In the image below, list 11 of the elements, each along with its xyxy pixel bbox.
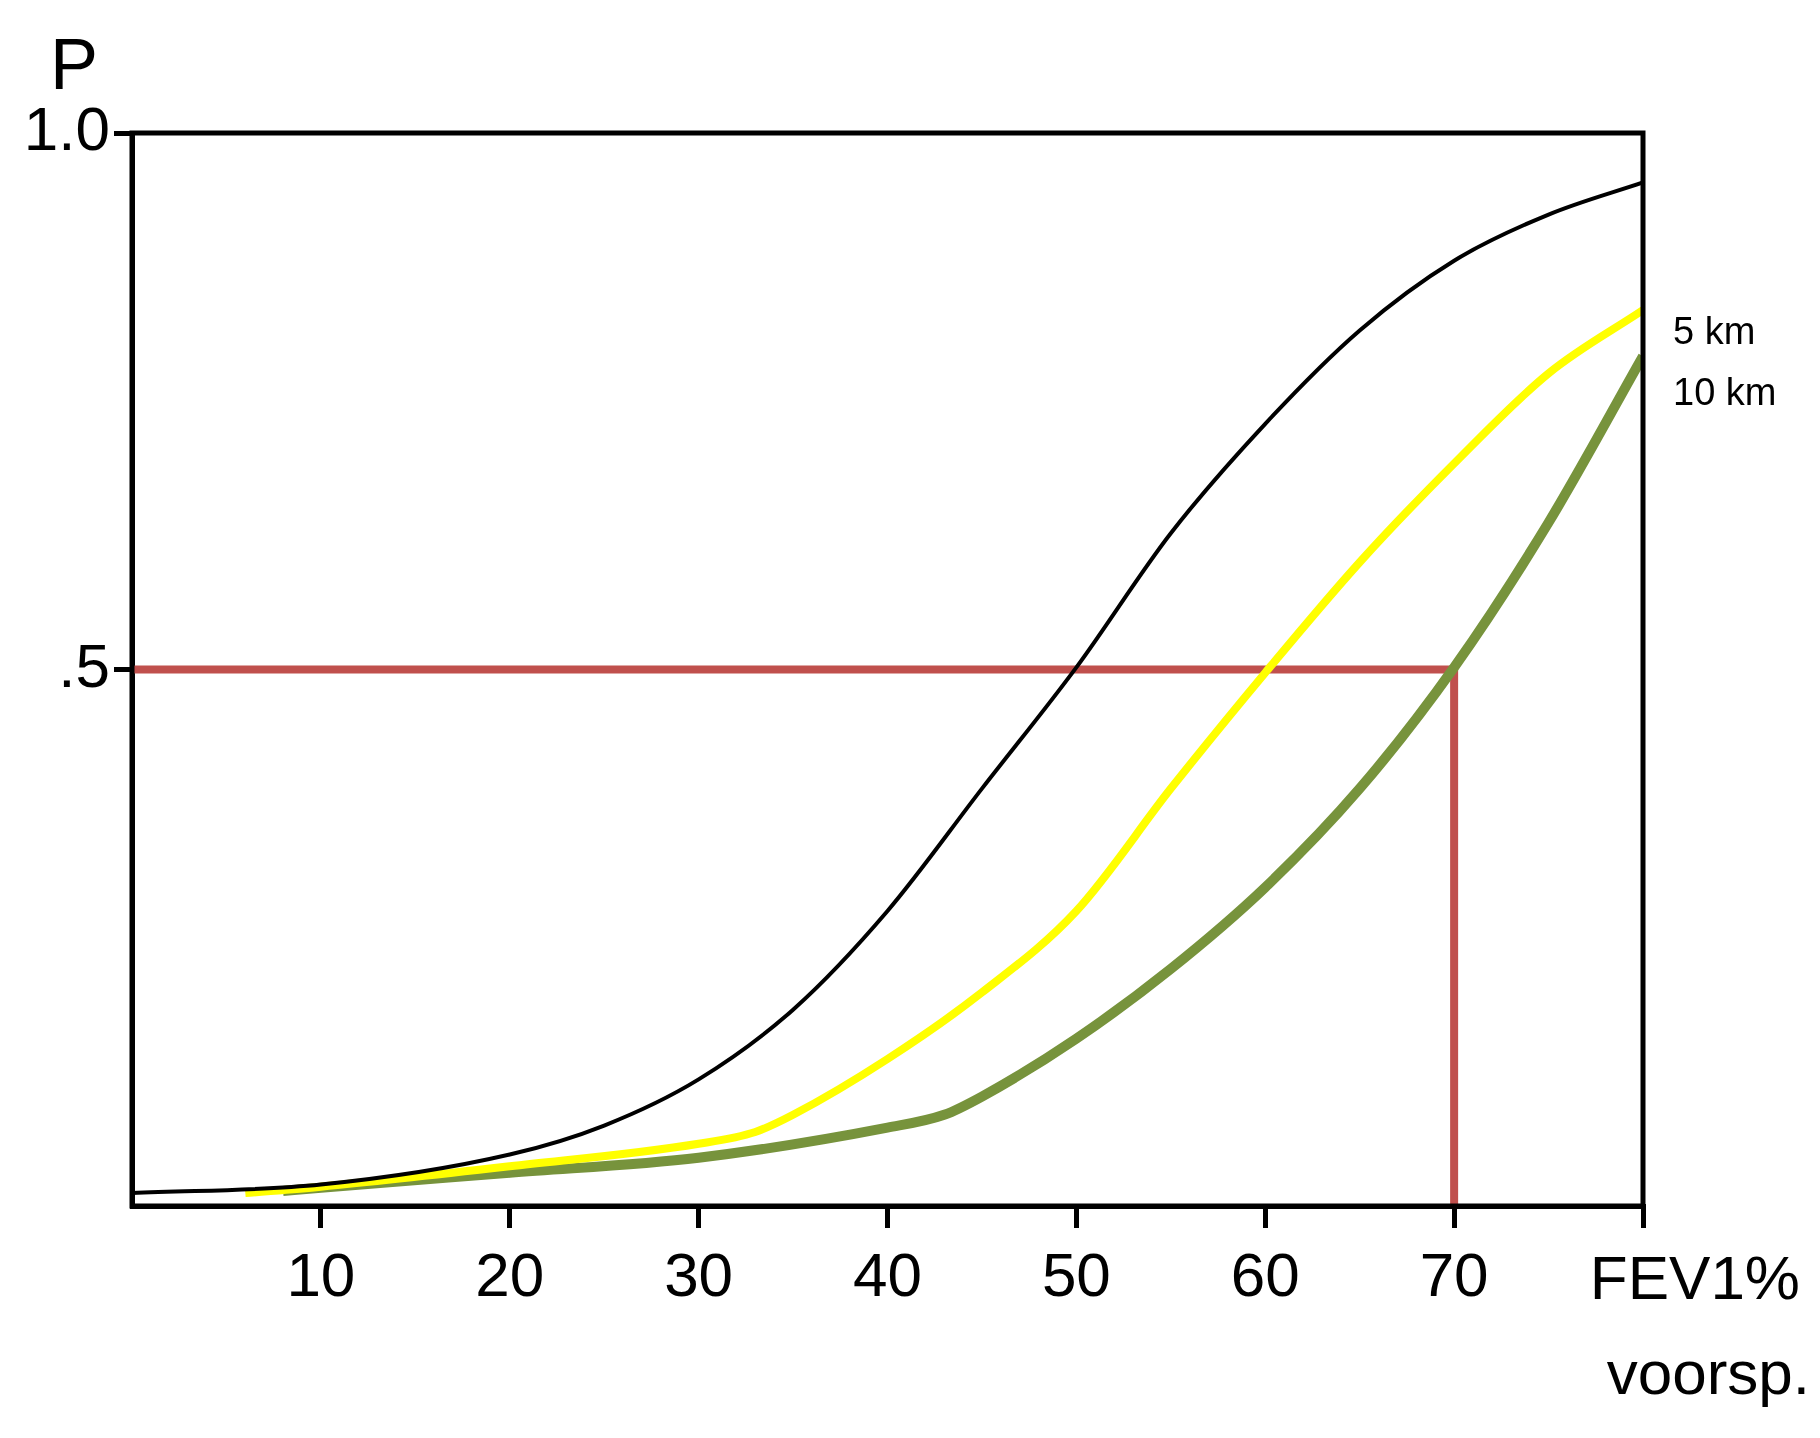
x-tick-label: 60 (1230, 1240, 1300, 1310)
series-label: 5 km (1673, 309, 1756, 352)
series-label: 10 km (1673, 370, 1777, 413)
x-tick-label: 40 (853, 1240, 922, 1310)
x-axis-title: FEV1% voorsp. (1589, 1243, 1810, 1408)
x-tick-label: 30 (664, 1240, 734, 1310)
x-tick-label: 10 (286, 1240, 356, 1310)
y-tick-label: .5 (58, 630, 110, 700)
x-tick-label: 20 (475, 1240, 545, 1310)
x-tick-label: 70 (1419, 1240, 1489, 1310)
x-tick-label: 50 (1041, 1240, 1111, 1310)
